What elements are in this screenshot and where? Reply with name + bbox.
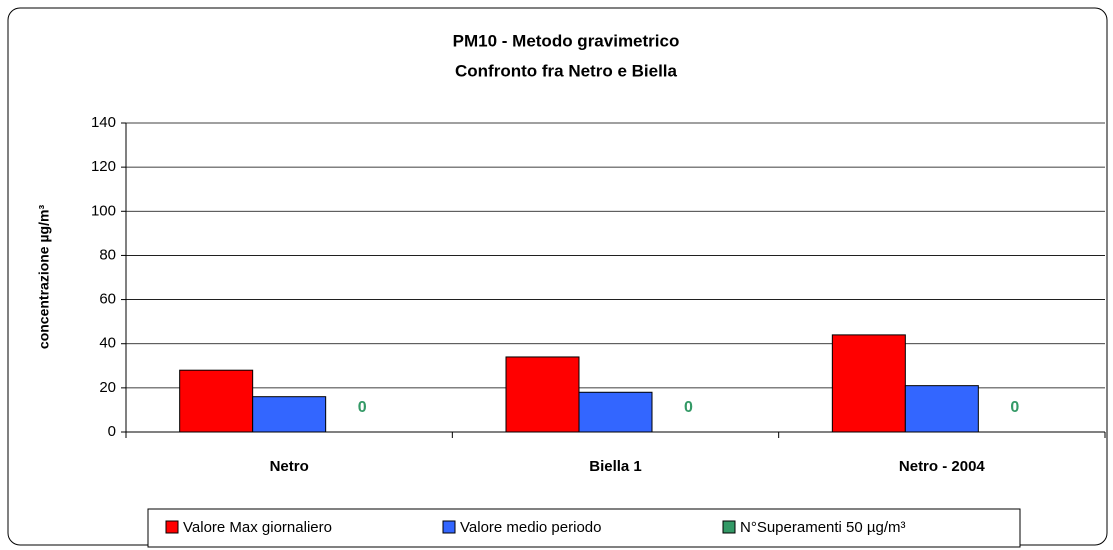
y-tick-label: 20 xyxy=(99,379,116,396)
x-tick-label: Biella 1 xyxy=(589,458,642,475)
legend xyxy=(147,508,1021,548)
data-label: 0 xyxy=(1010,399,1019,416)
chart-subtitle: Confronto fra Netro e Biella xyxy=(455,61,678,80)
bar xyxy=(252,396,327,433)
legend-label: N°Superamenti 50 µg/m³ xyxy=(740,519,906,536)
y-tick-label: 100 xyxy=(91,202,116,219)
x-tick-label: Netro - 2004 xyxy=(899,458,986,475)
x-tick-label: Netro xyxy=(270,458,309,475)
legend-swatch xyxy=(442,520,456,534)
y-tick-label: 120 xyxy=(91,158,116,175)
legend-label: Valore medio periodo xyxy=(460,519,601,536)
y-axis-label: concentrazione µg/m³ xyxy=(36,205,52,350)
y-tick-label: 40 xyxy=(99,335,116,352)
legend-swatch xyxy=(722,520,736,534)
bar xyxy=(831,334,906,433)
y-tick-label: 80 xyxy=(99,246,116,263)
y-tick-label: 0 xyxy=(108,423,116,440)
data-label: 0 xyxy=(684,399,693,416)
chart-title: PM10 - Metodo gravimetrico xyxy=(453,31,680,50)
y-tick-label: 60 xyxy=(99,291,116,308)
bar xyxy=(904,385,979,433)
data-label: 0 xyxy=(358,399,367,416)
bar xyxy=(505,356,580,433)
bar xyxy=(179,369,254,433)
legend-swatch xyxy=(165,520,179,534)
bar xyxy=(578,391,653,433)
y-tick-label: 140 xyxy=(91,114,116,131)
legend-label: Valore Max giornaliero xyxy=(183,519,332,536)
